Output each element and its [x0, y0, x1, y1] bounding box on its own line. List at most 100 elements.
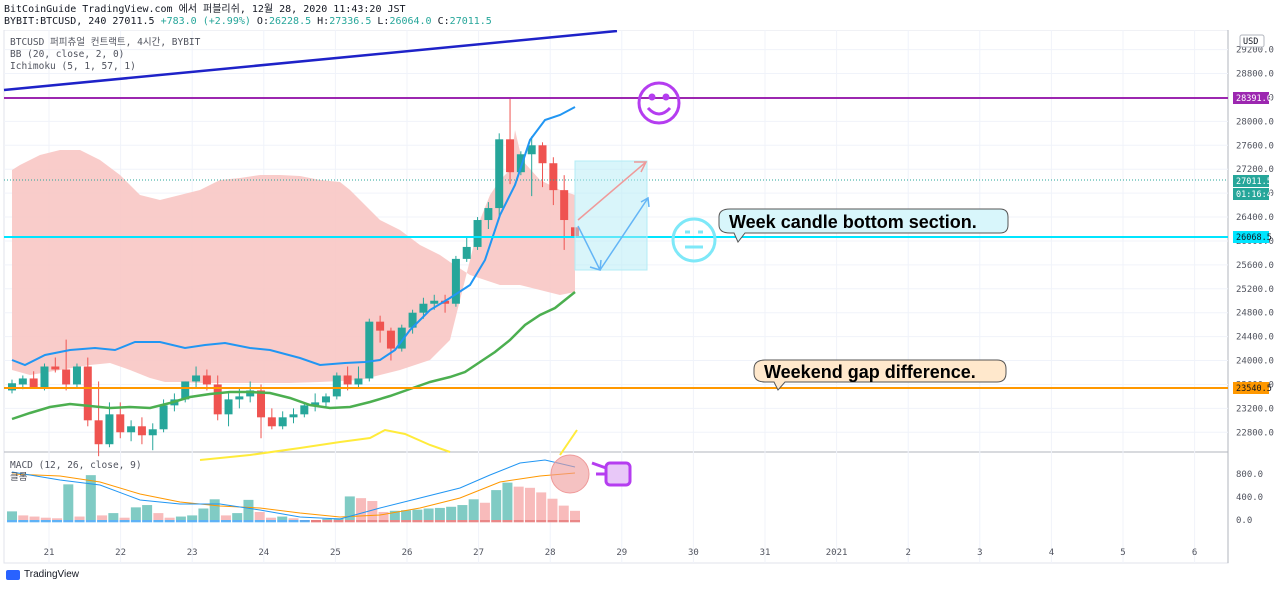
macd-bar-base [536, 520, 547, 523]
macd-bar [164, 517, 175, 520]
macd-bar-base [344, 520, 355, 523]
candle-body [332, 375, 341, 397]
macd-bar [491, 490, 502, 520]
macd-bar-base [378, 520, 389, 523]
macd-line [11, 459, 576, 520]
candle-body [278, 417, 287, 427]
candle-body [506, 139, 515, 173]
macd-sub: 클롬 [10, 472, 28, 483]
macd-bar [243, 499, 254, 520]
price-label-support: 26068.5 [1233, 231, 1272, 243]
macd-bar-base [187, 520, 198, 523]
candle-body [202, 375, 211, 385]
open-label: O: [256, 16, 269, 27]
macd-bar-base [254, 520, 265, 523]
time-tick-label: 2021 [826, 548, 848, 558]
price-tick-label: 27600.0 [1236, 141, 1274, 151]
svg-text:27011.5: 27011.5 [1236, 177, 1272, 187]
time-tick-label: 5 [1120, 548, 1125, 558]
candle-body [181, 381, 190, 400]
macd-bar-base [446, 520, 457, 523]
macd-bar-base [198, 520, 209, 523]
candle-body [538, 145, 547, 164]
currency-badge[interactable]: USD [1239, 34, 1265, 48]
bar-countdown: 01:16:41 [1236, 190, 1277, 200]
high-value: 27336.5 [329, 16, 372, 27]
time-axis[interactable]: 21 22 23 24 25 26 27 28 29 30 31 2021 2 3 4 5 6 [44, 548, 1198, 558]
time-tick-label: 3 [977, 548, 982, 558]
price-tick-label: 24800.0 [1236, 309, 1274, 319]
svg-text:26068.5: 26068.5 [1236, 233, 1272, 243]
macd-bar-base [288, 520, 299, 523]
macd-highlight [550, 454, 590, 494]
macd-bar [502, 482, 513, 520]
macd-bar-base [457, 520, 468, 523]
macd-bar [198, 508, 209, 520]
ichimoku-base-line [11, 291, 576, 421]
candle-body [516, 154, 525, 173]
macd-bar-base [547, 520, 558, 523]
time-tick-label: 29 [616, 548, 627, 558]
macd-tick-label: 800.0 [1236, 470, 1263, 480]
tradingview-label: TradingView [24, 569, 80, 580]
macd-bar-base [468, 520, 479, 523]
candle-body [527, 145, 536, 155]
macd-bar [52, 518, 63, 520]
bollinger-upper [11, 106, 576, 367]
candle-body [83, 366, 92, 421]
macd-bar-base [175, 520, 186, 523]
macd-bar [423, 508, 434, 520]
macd-bar [389, 510, 400, 520]
legend-bb[interactable]: BB (20, close, 2, 0) [10, 49, 124, 60]
low-label: L: [377, 16, 390, 27]
macd-bar-base [502, 520, 513, 523]
candle-body [94, 420, 103, 445]
macd-bar-base [130, 520, 141, 523]
macd-axis[interactable]: 800.0 400.0 0.0 [1236, 470, 1263, 526]
candle-body [192, 375, 201, 382]
legend-title: BTCUSD 퍼피츄얼 컨트랙트, 4시간, BYBIT [10, 37, 201, 48]
macd-tick-label: 0.0 [1236, 516, 1252, 526]
macd-bar-base [232, 520, 243, 523]
macd-bar-base [401, 520, 412, 523]
macd-bar [547, 498, 558, 520]
macd-title[interactable]: MACD (12, 26, close, 9) [10, 460, 142, 471]
candle-body [257, 390, 266, 418]
macd-bar [85, 475, 96, 520]
price-label-resistance: 28391.0 [1233, 92, 1272, 104]
time-tick-label: 28 [545, 548, 556, 558]
macd-bar [479, 502, 490, 520]
macd-bar [7, 511, 17, 520]
macd-bar-base [153, 520, 164, 523]
macd-bar-base [367, 520, 378, 523]
candle-body [224, 399, 233, 415]
price-chart[interactable]: Week candle bottom section. Weekend gap … [0, 30, 1280, 595]
macd-bar-base [108, 520, 119, 523]
macd-bar [187, 515, 198, 520]
macd-bar [97, 515, 108, 520]
candle-body [311, 402, 320, 406]
price-tick-label: 28000.0 [1236, 117, 1274, 127]
candle-body [72, 366, 81, 385]
close-value: 27011.5 [449, 16, 492, 27]
macd-bar-base [524, 520, 535, 523]
candle-body [137, 426, 146, 436]
macd-bar-base [209, 520, 220, 523]
macd-bar [74, 516, 85, 520]
tradingview-icon [6, 569, 20, 580]
macd-bar-base [434, 520, 445, 523]
tradingview-logo[interactable]: TradingView [6, 569, 79, 580]
macd-bar-base [74, 520, 85, 523]
macd-bar [29, 516, 40, 520]
macd-bar [558, 505, 569, 520]
macd-bar [153, 513, 164, 520]
candle-body [473, 220, 482, 247]
candle-body [495, 139, 504, 209]
macd-bar [142, 505, 153, 520]
candle-body [343, 375, 352, 385]
legend-ichimoku[interactable]: Ichimoku (5, 1, 57, 1) [10, 61, 136, 72]
price-tick-label: 27200.0 [1236, 165, 1274, 175]
open-value: 26228.5 [268, 16, 312, 27]
macd-bar-base [119, 520, 130, 523]
macd-bar-base [7, 520, 17, 523]
